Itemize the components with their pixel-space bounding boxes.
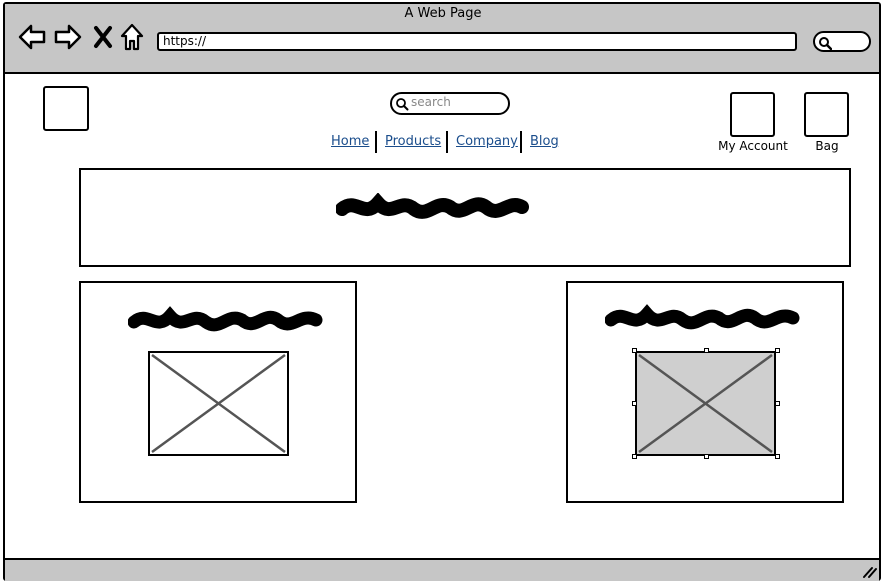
address-bar[interactable]: https:// bbox=[157, 32, 797, 51]
my-account-button[interactable] bbox=[730, 92, 775, 137]
selection-handle[interactable] bbox=[632, 348, 637, 353]
browser-search-button[interactable] bbox=[813, 31, 871, 52]
nav-divider bbox=[446, 131, 448, 153]
nav-link-products[interactable]: Products bbox=[385, 134, 442, 149]
search-placeholder: search bbox=[411, 95, 451, 109]
card-scribble-heading bbox=[605, 304, 800, 330]
nav-divider bbox=[375, 131, 377, 153]
forward-arrow-icon[interactable] bbox=[53, 22, 83, 52]
selection-handle[interactable] bbox=[775, 401, 780, 406]
selection-handle[interactable] bbox=[775, 348, 780, 353]
search-icon bbox=[396, 98, 409, 111]
nav-link-company[interactable]: Company bbox=[456, 134, 518, 149]
bag-label: Bag bbox=[815, 139, 839, 153]
close-x-icon[interactable] bbox=[92, 22, 114, 52]
my-account-label: My Account bbox=[718, 139, 788, 153]
image-placeholder-icon bbox=[151, 353, 286, 454]
nav-divider bbox=[520, 131, 522, 153]
status-bar bbox=[5, 558, 879, 581]
back-arrow-icon[interactable] bbox=[17, 22, 47, 52]
selection-handle[interactable] bbox=[704, 454, 709, 459]
hero-banner bbox=[79, 168, 851, 267]
image-placeholder-selected[interactable] bbox=[635, 351, 776, 456]
resize-grip-icon[interactable] bbox=[862, 565, 878, 579]
window-title: A Web Page bbox=[404, 6, 482, 21]
selection-handle[interactable] bbox=[632, 454, 637, 459]
selection-handle[interactable] bbox=[704, 348, 709, 353]
search-icon bbox=[819, 37, 832, 50]
card-scribble-heading bbox=[128, 306, 323, 332]
image-placeholder[interactable] bbox=[148, 351, 289, 456]
image-placeholder-icon bbox=[638, 353, 773, 454]
selection-handle[interactable] bbox=[632, 401, 637, 406]
home-icon[interactable] bbox=[119, 22, 145, 52]
nav-link-home[interactable]: Home bbox=[331, 134, 370, 149]
nav-link-blog[interactable]: Blog bbox=[530, 134, 559, 149]
selection-handle[interactable] bbox=[775, 454, 780, 459]
logo-placeholder[interactable] bbox=[43, 86, 89, 131]
search-input[interactable] bbox=[390, 92, 510, 115]
hero-scribble-heading bbox=[336, 193, 529, 219]
bag-button[interactable] bbox=[804, 92, 849, 137]
